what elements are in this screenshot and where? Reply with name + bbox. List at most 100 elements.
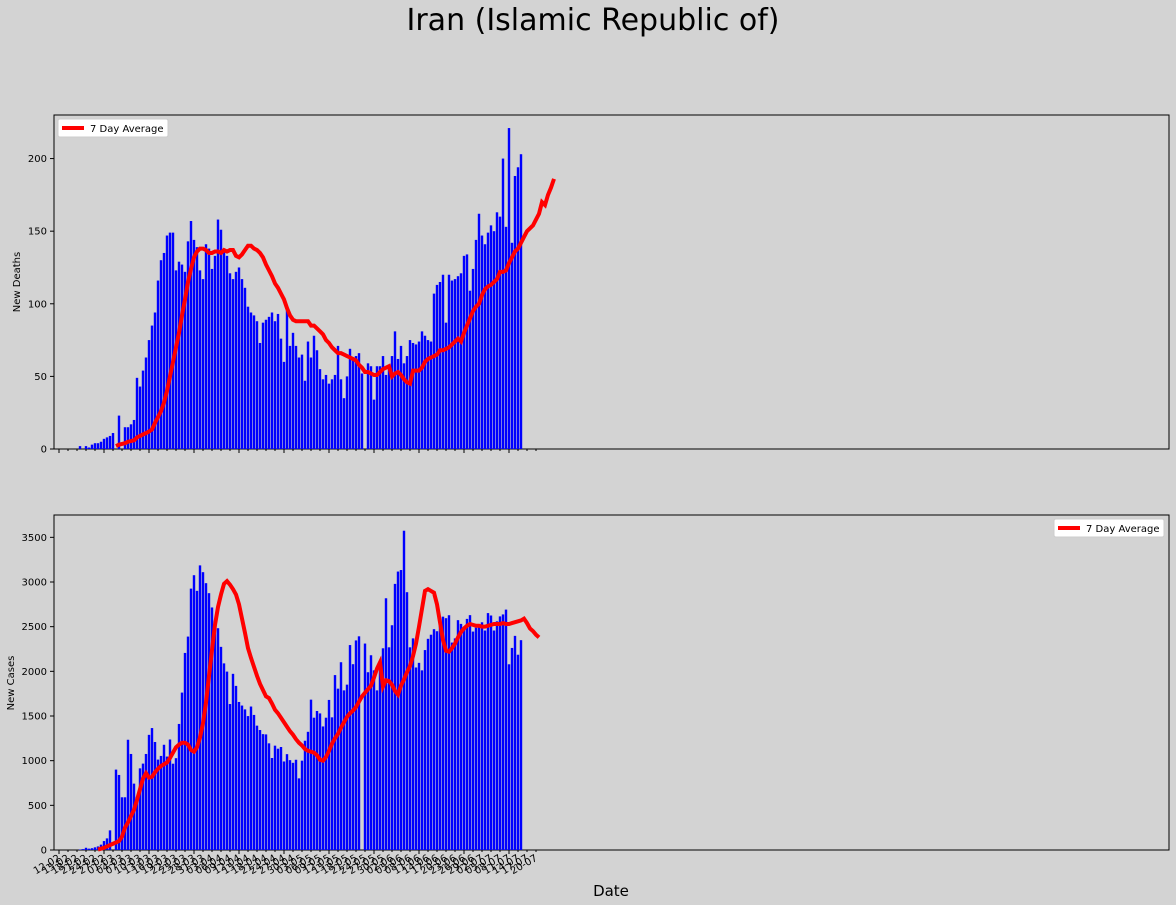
- bar: [375, 366, 379, 449]
- bar: [384, 598, 388, 850]
- bar: [411, 638, 415, 850]
- bar: [384, 374, 388, 449]
- bar: [78, 446, 82, 449]
- bar: [213, 255, 217, 449]
- bar: [357, 636, 361, 850]
- bar: [171, 232, 175, 449]
- deaths-average-line: [115, 178, 556, 448]
- bar: [213, 621, 217, 850]
- bar: [408, 647, 412, 850]
- bar: [81, 849, 85, 850]
- bar: [228, 273, 232, 449]
- bar: [270, 312, 274, 449]
- bar: [354, 356, 358, 449]
- bar: [114, 769, 118, 850]
- bar: [105, 437, 109, 449]
- bar: [342, 690, 346, 850]
- bar: [150, 728, 154, 850]
- bar: [180, 692, 184, 850]
- bar: [519, 640, 523, 850]
- bar: [177, 723, 181, 850]
- bar: [405, 592, 409, 850]
- bar: [441, 274, 445, 449]
- bar: [288, 760, 292, 850]
- bar: [198, 565, 202, 850]
- bar: [252, 315, 256, 449]
- bar: [243, 287, 247, 449]
- bar: [396, 358, 400, 449]
- bar: [216, 219, 220, 449]
- bar: [201, 279, 205, 449]
- bar: [258, 342, 262, 449]
- bar: [129, 424, 133, 449]
- bar: [282, 761, 286, 850]
- y-tick-label: 1500: [22, 712, 47, 723]
- bar: [177, 261, 181, 449]
- bar: [243, 709, 247, 850]
- bar: [495, 212, 499, 449]
- bar: [93, 847, 97, 850]
- bar: [468, 615, 472, 850]
- bar: [423, 650, 427, 850]
- bar: [519, 154, 523, 449]
- bar: [294, 345, 298, 449]
- bar: [162, 744, 166, 850]
- bar: [198, 270, 202, 449]
- deaths-x-ticks: [58, 449, 537, 453]
- bar: [150, 325, 154, 449]
- bar: [255, 725, 259, 850]
- bar: [348, 645, 352, 850]
- bar: [102, 438, 106, 449]
- bar: [486, 613, 490, 850]
- bar: [285, 754, 289, 850]
- bar: [249, 312, 253, 449]
- bar: [285, 309, 289, 449]
- bar: [147, 340, 151, 449]
- bar: [174, 758, 178, 850]
- bar: [390, 625, 394, 850]
- bar: [195, 247, 199, 449]
- bar: [417, 341, 421, 449]
- bar: [210, 607, 214, 850]
- bar: [381, 356, 385, 449]
- bar: [327, 383, 331, 449]
- bar: [492, 630, 496, 850]
- cases-bars: [78, 530, 523, 850]
- bar: [312, 335, 316, 449]
- bar: [120, 797, 124, 850]
- bar: [474, 627, 478, 850]
- cases-legend-box: [1053, 518, 1165, 538]
- cases-x-ticks: 12-0215-0218-0221-0224-0227-0201-0304-03…: [32, 850, 540, 877]
- y-tick-label: 3500: [22, 533, 47, 544]
- y-tick-label: 500: [28, 801, 47, 812]
- bar: [507, 128, 511, 449]
- y-tick-label: 0: [41, 445, 47, 456]
- bar: [360, 373, 364, 449]
- bar: [336, 345, 340, 449]
- bar: [291, 762, 295, 850]
- bar: [465, 618, 469, 850]
- bar: [93, 443, 97, 449]
- bar: [309, 357, 313, 449]
- bar: [345, 376, 349, 449]
- bar: [105, 838, 109, 850]
- bar: [222, 663, 226, 850]
- bar: [498, 216, 502, 449]
- bar: [510, 242, 514, 449]
- bar: [426, 638, 430, 850]
- bar: [234, 685, 238, 850]
- bar: [339, 379, 343, 449]
- y-tick-label: 2500: [22, 622, 47, 633]
- bar: [489, 225, 493, 449]
- cases-legend-label: 7 Day Average: [1086, 524, 1160, 535]
- bar: [255, 321, 259, 449]
- bar: [126, 427, 130, 449]
- y-tick-label: 2000: [22, 667, 47, 678]
- bar: [195, 590, 199, 850]
- bar: [204, 583, 208, 850]
- bar: [444, 618, 448, 850]
- bar: [372, 399, 376, 449]
- bar: [306, 341, 310, 449]
- bar: [204, 244, 208, 449]
